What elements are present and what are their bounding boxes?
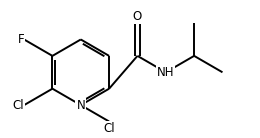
Text: Cl: Cl	[103, 121, 115, 135]
Text: NH: NH	[157, 66, 174, 79]
Text: O: O	[133, 10, 142, 23]
Text: Cl: Cl	[12, 99, 24, 112]
Text: N: N	[76, 99, 85, 112]
Text: F: F	[17, 33, 24, 46]
